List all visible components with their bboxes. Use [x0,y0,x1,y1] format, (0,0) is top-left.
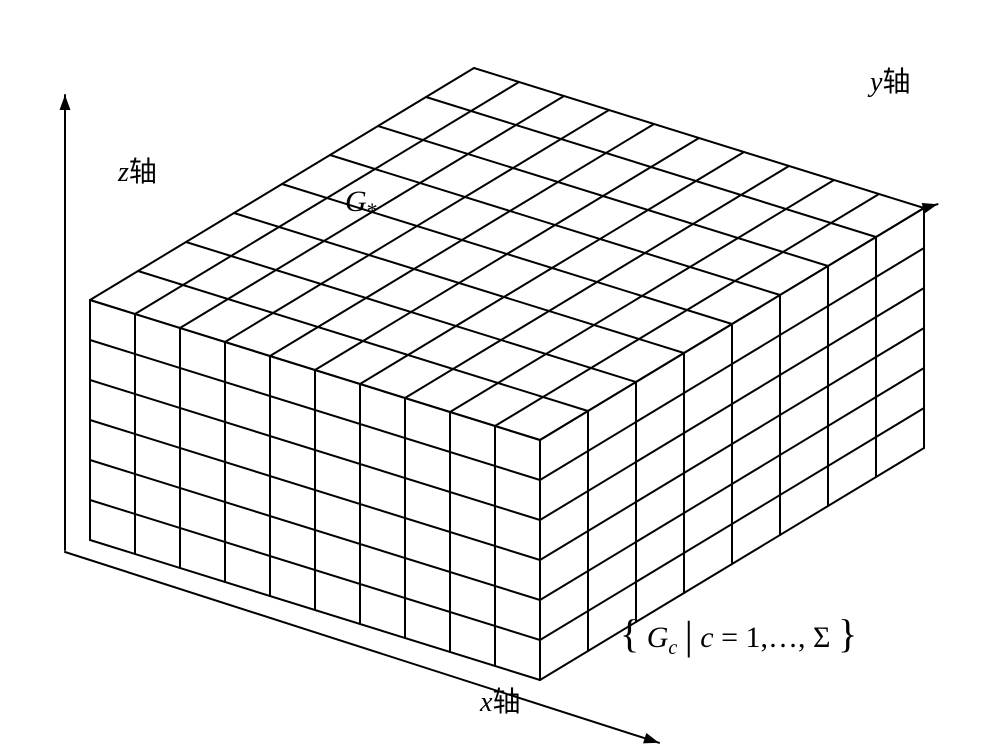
x-axis-label: x轴 [480,680,520,720]
diagram-container: z轴 y轴 x轴 G* { Gc | c = 1,…, Σ } [0,0,1000,750]
y-axis-label: y轴 [870,60,910,100]
set-notation: { Gc | c = 1,…, Σ } [620,610,857,660]
g-star-label: G* [345,185,378,224]
z-axis-label: z轴 [118,150,157,190]
